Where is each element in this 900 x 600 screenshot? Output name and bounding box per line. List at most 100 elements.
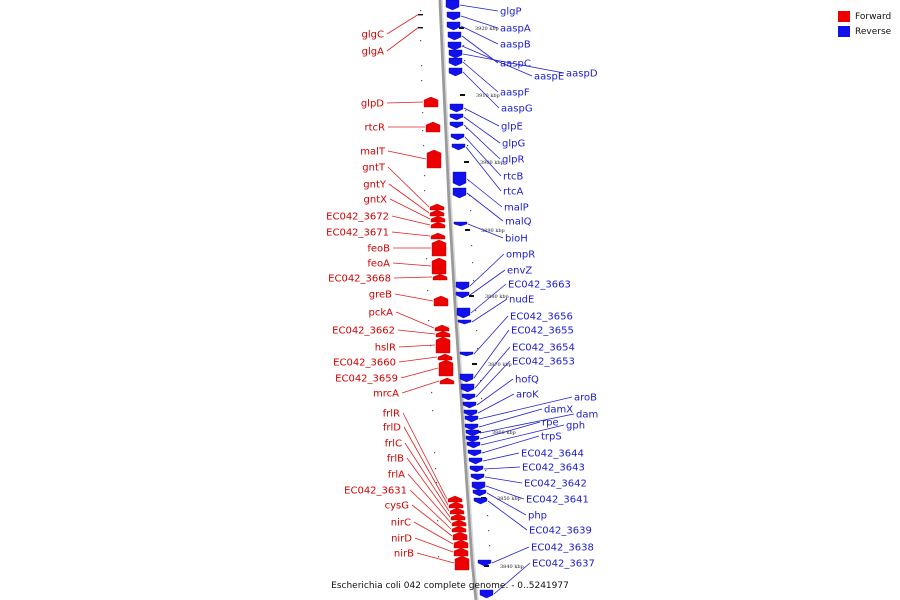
forward-leader-ec042-3668: [393, 276, 433, 279]
reverse-leader-aaspf: [462, 61, 499, 93]
reverse-gene-label-aaspa: aaspA: [500, 24, 531, 35]
reverse-leader-glpe: [463, 107, 500, 127]
reverse-leader-aaspa: [460, 15, 499, 29]
forward-gene-label-frla: frlA: [388, 470, 405, 481]
reverse-gene-label-aaspd: aaspD: [566, 69, 598, 80]
forward-leader-frla: [407, 473, 452, 524]
reverse-gene-shape-php: [472, 489, 487, 497]
forward-gene-shape-gntt: [429, 203, 445, 211]
reverse-leader-glpr: [463, 124, 501, 160]
reverse-gene-label-envz: envZ: [507, 266, 532, 277]
reverse-gene-shape-ec042-3655: [459, 373, 474, 383]
forward-gene-marker-glgc: [418, 14, 423, 16]
reverse-gene-label-glpe: glpE: [501, 122, 523, 133]
forward-gene-labels: glgC glgA glpD rtcR malT gntT gntY gntX EC042_36…: [326, 30, 414, 560]
forward-leader-nird: [414, 537, 454, 553]
reverse-gene-shape-nude: [457, 319, 472, 325]
reverse-gene-shape-rtca: [451, 143, 466, 151]
reverse-gene-label-gph: gph: [566, 421, 585, 432]
forward-gene-shape-nirb: [454, 555, 470, 571]
reverse-leader-ec042-3655: [473, 329, 510, 379]
forward-gene-shape-gnty: [429, 209, 445, 217]
forward-swatch: [838, 11, 850, 22]
forward-gene-label-feoa: feoA: [367, 259, 390, 270]
reverse-leader-malp: [466, 178, 503, 208]
forward-gene-shape-ec042-3631: [451, 525, 467, 533]
reverse-gene-label-damx: damX: [544, 405, 573, 416]
tick-label-3890-kbp: 3890 kbp: [481, 228, 505, 234]
forward-leader-lines: [386, 13, 455, 564]
forward-leader-frlb: [406, 457, 451, 518]
forward-gene-shape-gntx: [430, 215, 446, 223]
reverse-gene-label-glpr: glpR: [502, 155, 524, 166]
reverse-gene-label-malq: malQ: [505, 217, 532, 228]
reverse-leader-ec042-3641: [485, 485, 525, 500]
legend-reverse: Reverse: [838, 24, 891, 39]
forward-gene-shape-feoa: [431, 257, 447, 275]
forward-gene-label-ec042-3668: EC042_3668: [328, 274, 391, 285]
forward-leader-feoa: [392, 262, 432, 267]
forward-gene-label-nirc: nirC: [391, 518, 411, 529]
reverse-leader-ec042-3653: [475, 360, 511, 398]
reverse-gene-shape-ec042-3639: [473, 497, 488, 505]
forward-gene-shape-glpd: [423, 96, 439, 108]
reverse-gene-shape-ec042-3663: [456, 307, 471, 319]
forward-gene-label-glgc: glgC: [362, 30, 384, 41]
reverse-leader-arok: [477, 393, 515, 414]
reverse-gene-shape-damx: [464, 423, 479, 431]
legend: Forward Reverse: [838, 9, 891, 39]
reverse-gene-label-rtcb: rtcB: [503, 172, 524, 183]
reverse-gene-label-hofq: hofQ: [515, 375, 539, 386]
forward-gene-label-nirb: nirB: [394, 549, 414, 560]
reverse-gene-shape-ec042-3638: [477, 559, 492, 567]
tick-label-3850-kbp: 3850 kbp: [497, 496, 521, 502]
tick-label-3920-kbp: 3920 kbp: [475, 26, 499, 32]
reverse-gene-shape-aaspb: [446, 21, 461, 31]
forward-leader-mrca: [401, 380, 440, 394]
reverse-swatch: [838, 26, 850, 37]
reverse-gene-shape-aaspe: [447, 41, 462, 51]
forward-gene-shape-feob: [431, 239, 447, 257]
reverse-leader-ec042-3656: [473, 315, 509, 355]
forward-gene-shape-greb: [433, 295, 449, 307]
forward-gene-label-feob: feoB: [367, 244, 390, 255]
forward-gene-label-ec042-3662: EC042_3662: [332, 326, 395, 337]
reverse-gene-label-bioh: bioH: [505, 234, 528, 245]
forward-leader-ec042-3672: [391, 215, 431, 226]
forward-leader-nirb: [416, 552, 455, 564]
reverse-leader-damx: [478, 408, 543, 428]
forward-gene-shape-rtcr: [425, 121, 441, 133]
reverse-leader-glpg: [463, 116, 501, 144]
forward-gene-shape-ec042-3671: [430, 232, 446, 240]
reverse-gene-label-dam: dam: [576, 410, 598, 421]
reverse-gene-label-ec042-3653: EC042_3653: [512, 357, 575, 368]
forward-gene-shape-ec042-3662: [435, 330, 451, 338]
reverse-gene-label-aaspg: aaspG: [501, 104, 533, 115]
forward-gene-label-greb: greB: [369, 290, 392, 301]
forward-gene-shape-frlr: [447, 495, 463, 503]
backbone-line: [438, 0, 478, 600]
reverse-gene-label-php: php: [528, 511, 547, 522]
forward-leader-ec042-3659: [400, 367, 439, 379]
reverse-gene-label-glpg: glpG: [502, 139, 525, 150]
reverse-leader-ec042-3654: [474, 346, 511, 389]
legend-reverse-label: Reverse: [855, 26, 892, 37]
reverse-gene-label-aaspc: aaspC: [500, 59, 531, 70]
reverse-gene-shape-arok: [463, 409, 478, 417]
reverse-gene-label-rpe: rpe: [542, 418, 559, 429]
forward-gene-label-gntt: gntT: [362, 163, 386, 174]
forward-gene-shape-frlb: [450, 513, 466, 521]
reverse-gene-shape-ec042-3637: [479, 589, 494, 599]
reverse-gene-label-glgp: glgP: [500, 7, 522, 18]
forward-gene-label-cysg: cysG: [385, 501, 409, 512]
forward-gene-shape-cysg: [452, 531, 468, 541]
forward-gene-shape-frla: [451, 519, 467, 527]
reverse-leader-ec042-3637: [493, 562, 531, 595]
reverse-gene-label-trps: trpS: [541, 432, 562, 443]
reverse-gene-shape-hofq: [462, 401, 477, 409]
forward-leader-ec042-3631: [409, 489, 452, 530]
reverse-gene-shape-envz: [455, 291, 470, 299]
forward-gene-label-hslr: hslR: [375, 343, 396, 354]
reverse-gene-label-aaspe: aaspE: [534, 72, 564, 83]
